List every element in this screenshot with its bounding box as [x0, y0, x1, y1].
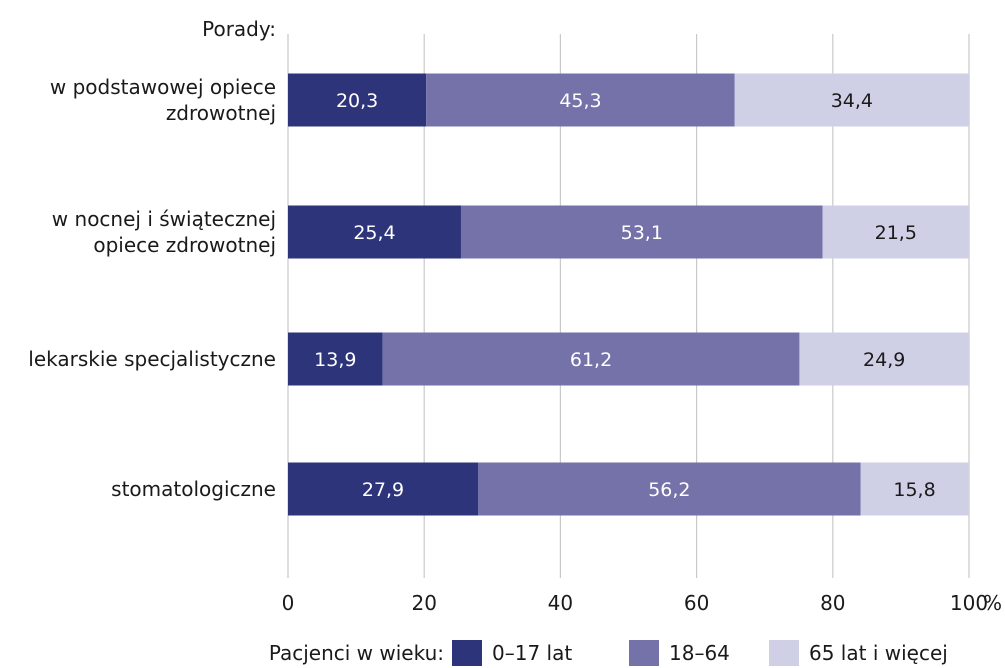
data-label: 21,5: [875, 222, 917, 244]
bar-segment: [426, 73, 735, 127]
bar-segment: [477, 462, 861, 516]
legend-swatch: [452, 640, 482, 666]
data-label: 34,4: [831, 90, 873, 112]
data-label: 56,2: [648, 479, 690, 501]
legend-label: 18–64: [669, 641, 730, 665]
category-label: w nocnej i świątecznej: [52, 207, 276, 231]
data-label: 61,2: [570, 349, 612, 371]
category-label: w podstawowej opiece: [50, 75, 276, 99]
data-label: 53,1: [621, 222, 663, 244]
bar-segment: [382, 332, 800, 386]
bar-segment: [460, 205, 823, 259]
data-label: 27,9: [362, 479, 404, 501]
data-label: 20,3: [336, 90, 378, 112]
legend-swatch: [769, 640, 799, 666]
bar-segment: [734, 73, 969, 127]
data-label: 15,8: [893, 479, 935, 501]
x-axis-ticks: 0 20 40 60 80 100: [282, 591, 988, 615]
legend: Pacjenci w wieku: 0–17 lat 18–64 65 lat i …: [269, 640, 948, 666]
bar-segment: [288, 462, 478, 516]
bars: 20,3 45,3 34,4 25,4 53,1 21,5 13,9 61,2 24,9 27,9…: [288, 73, 969, 516]
x-tick-label: 60: [684, 591, 709, 615]
x-tick-label: 80: [820, 591, 845, 615]
x-tick-label: 100: [950, 591, 988, 615]
category-label: opiece zdrowotnej: [93, 233, 276, 257]
x-tick-label: 0: [282, 591, 295, 615]
bar-segment: [860, 462, 969, 516]
x-tick-label: 40: [548, 591, 573, 615]
legend-title: Pacjenci w wieku:: [269, 641, 444, 665]
chart-title: Porady:: [202, 17, 276, 41]
bar-segment: [288, 73, 427, 127]
category-label: lekarskie specjalistyczne: [28, 347, 276, 371]
bar-segment: [288, 332, 383, 386]
x-unit-label: %: [983, 591, 1002, 615]
x-tick-label: 20: [411, 591, 436, 615]
category-label: zdrowotnej: [166, 101, 276, 125]
data-label: 13,9: [314, 349, 356, 371]
bar-segment: [288, 205, 461, 259]
data-label: 25,4: [353, 222, 395, 244]
legend-swatch: [629, 640, 659, 666]
category-label: stomatologiczne: [111, 477, 276, 501]
legend-label: 0–17 lat: [492, 641, 572, 665]
bar-segment: [822, 205, 969, 259]
legend-label: 65 lat i więcej: [809, 641, 948, 665]
data-label: 45,3: [559, 90, 601, 112]
data-label: 24,9: [863, 349, 905, 371]
bar-segment: [799, 332, 969, 386]
